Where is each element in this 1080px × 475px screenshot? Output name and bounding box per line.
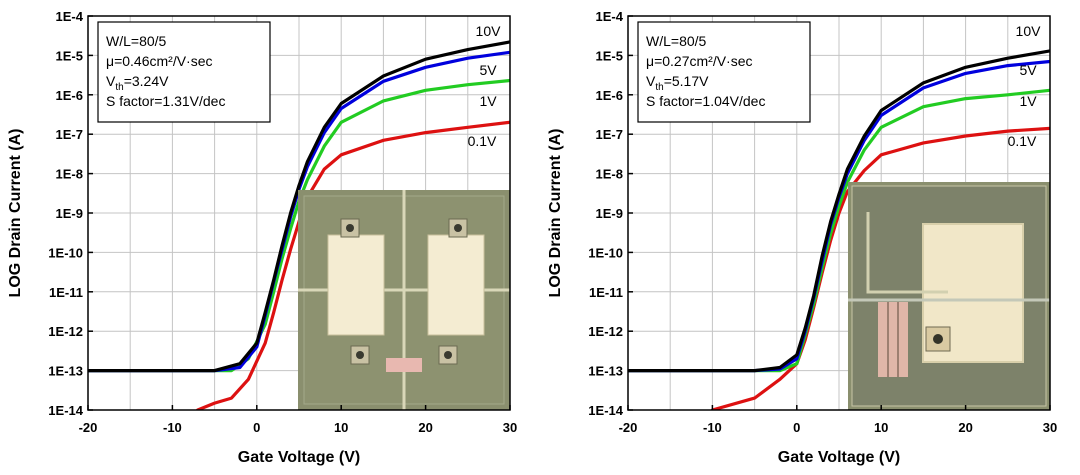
annotation-sfactor: S factor=1.31V/dec <box>106 93 225 109</box>
annotation-wl: W/L=80/5 <box>646 33 707 49</box>
y-tick-label: 1E-6 <box>596 88 623 103</box>
y-tick-label: 1E-14 <box>588 403 623 418</box>
x-tick-label: 20 <box>958 420 972 435</box>
annotation-mobility: μ=0.46cm²/V·sec <box>106 53 213 69</box>
y-tick-label: 1E-10 <box>48 245 83 260</box>
series-label-10V: 10V <box>476 23 502 39</box>
x-axis-label: Gate Voltage (V) <box>778 449 900 466</box>
chart-svg: -20 -10 0 10 20 30 1E-4 1E-5 1E-6 1E-7 1E-8 1E-9 1E-… <box>7 9 517 466</box>
y-tick-label: 1E-7 <box>596 127 623 142</box>
y-tick-label: 1E-14 <box>48 403 83 418</box>
x-tick-label: 20 <box>418 420 432 435</box>
chart-panel-left: -20 -10 0 10 20 30 1E-4 1E-5 1E-6 1E-7 1E-8 1E-9 1E-… <box>0 0 540 470</box>
y-tick-label: 1E-9 <box>56 206 83 221</box>
inset-micrograph <box>298 190 510 410</box>
y-tick-label: 1E-4 <box>56 9 84 24</box>
y-tick-label: 1E-7 <box>56 127 83 142</box>
x-tick-label: -20 <box>619 420 638 435</box>
series-label-5V: 5V <box>479 62 497 78</box>
annotation-wl: W/L=80/5 <box>106 33 167 49</box>
y-tick-label: 1E-9 <box>596 206 623 221</box>
y-tick-label: 1E-5 <box>56 48 83 63</box>
y-tick-label: 1E-6 <box>56 88 83 103</box>
x-tick-label: 10 <box>334 420 348 435</box>
y-tick-label: 1E-12 <box>48 324 83 339</box>
series-label-5V: 5V <box>1019 62 1037 78</box>
x-tick-label: 30 <box>503 420 517 435</box>
annotation-vth: Vth=5.17V <box>646 73 709 93</box>
series-line-0p1V <box>710 126 1050 410</box>
series-label-0p1V: 0.1V <box>468 133 497 149</box>
y-tick-label: 1E-8 <box>56 167 83 182</box>
series-label-10V: 10V <box>1016 23 1042 39</box>
y-tick-label: 1E-10 <box>588 245 623 260</box>
x-tick-label: 0 <box>793 420 800 435</box>
y-tick-label: 1E-11 <box>589 285 623 300</box>
x-tick-label: 30 <box>1043 420 1057 435</box>
x-tick-label: 0 <box>253 420 260 435</box>
y-tick-label: 1E-8 <box>596 167 623 182</box>
annotation-mobility: μ=0.27cm²/V·sec <box>646 53 753 69</box>
x-axis-label: Gate Voltage (V) <box>238 449 360 466</box>
chart-panel-right: -20 -10 0 10 20 30 1E-4 1E-5 1E-6 1E-7 1E-8 1E-9 1E-… <box>540 0 1080 470</box>
y-tick-label: 1E-4 <box>596 9 624 24</box>
series-label-1V: 1V <box>479 93 497 109</box>
x-tick-label: 10 <box>874 420 888 435</box>
series-line-10V <box>88 40 510 373</box>
y-tick-label: 1E-13 <box>588 364 623 379</box>
inset-micrograph <box>848 182 1050 410</box>
y-tick-label: 1E-12 <box>588 324 623 339</box>
y-axis-label: LOG Drain Current (A) <box>7 129 24 298</box>
series-line-10V <box>628 49 1050 373</box>
y-axis-label: LOG Drain Current (A) <box>547 129 564 298</box>
series-label-0p1V: 0.1V <box>1008 133 1037 149</box>
x-tick-label: -10 <box>163 420 182 435</box>
x-tick-label: -20 <box>79 420 98 435</box>
annotation-sfactor: S factor=1.04V/dec <box>646 93 765 109</box>
y-tick-label: 1E-13 <box>48 364 83 379</box>
y-tick-label: 1E-11 <box>49 285 83 300</box>
y-tick-label: 1E-5 <box>596 48 623 63</box>
annotation-vth: Vth=3.24V <box>106 73 169 93</box>
x-tick-label: -10 <box>703 420 722 435</box>
series-label-1V: 1V <box>1019 93 1037 109</box>
chart-svg: -20 -10 0 10 20 30 1E-4 1E-5 1E-6 1E-7 1E-8 1E-9 1E-… <box>547 9 1057 466</box>
series-line-0p1V <box>196 120 510 410</box>
